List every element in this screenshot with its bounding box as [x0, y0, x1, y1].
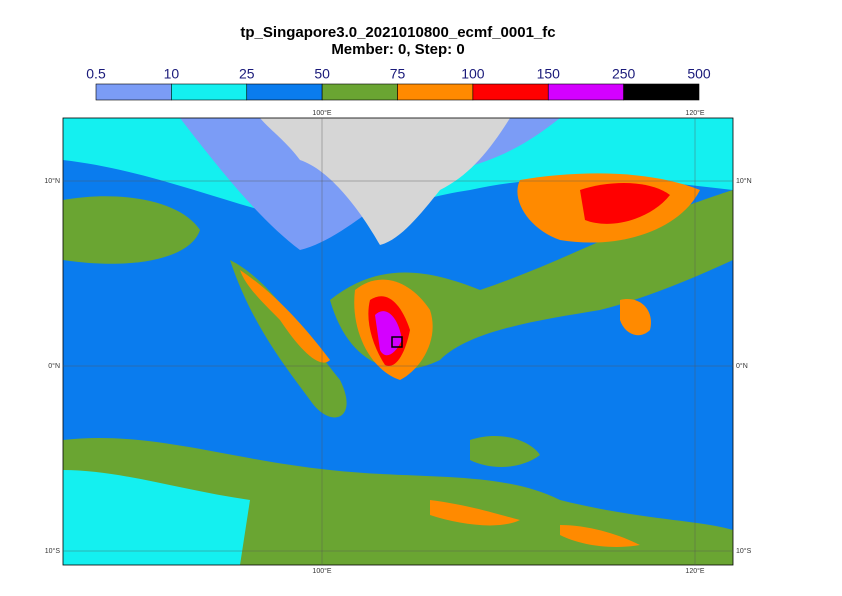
- colorbar-box: [95, 83, 172, 101]
- colorbar-label: 500: [687, 66, 711, 82]
- colorbar-box: [171, 83, 248, 101]
- lon-label: 120°E: [685, 109, 704, 117]
- colorbar-box: [623, 83, 700, 101]
- colorbar-box: [321, 83, 398, 101]
- lat-label: 10°S: [736, 547, 752, 555]
- colorbar-label: 250: [612, 66, 636, 82]
- lat-label: 10°N: [44, 177, 60, 185]
- lat-label: 0°N: [736, 362, 748, 370]
- colorbar-label: 10: [164, 66, 180, 82]
- lat-label: 10°S: [45, 547, 61, 555]
- colorbar-box: [472, 83, 549, 101]
- lat-label: 10°N: [736, 177, 752, 185]
- colorbar-label: 0.5: [86, 66, 106, 82]
- colorbar-label: 150: [537, 66, 561, 82]
- subtitle: Member: 0, Step: 0: [331, 41, 464, 58]
- colorbar-box: [547, 83, 624, 101]
- graticule: 100°E 100°E 120°E 120°E 10°N 10°N 0°N 0°N 10°S 10…: [44, 109, 751, 575]
- lon-label: 100°E: [312, 109, 331, 117]
- map-frame: [62, 117, 734, 566]
- colorbar-label: 25: [239, 66, 255, 82]
- title: tp_Singapore3.0_2021010800_ecmf_0001_fc: [240, 24, 555, 41]
- colorbar-box: [397, 83, 474, 101]
- colorbar-label: 75: [390, 66, 406, 82]
- lon-label: 120°E: [685, 567, 704, 575]
- colorbar-box: [246, 83, 323, 101]
- precipitation-field: [63, 118, 733, 565]
- lon-label: 100°E: [312, 567, 331, 575]
- domain-marker: [391, 336, 403, 348]
- colorbar-label: 50: [314, 66, 330, 82]
- colorbar-label: 100: [461, 66, 485, 82]
- lat-label: 0°N: [48, 362, 60, 370]
- colorbar: 0.5 10 25 50 75 100 150 250 500: [86, 66, 711, 101]
